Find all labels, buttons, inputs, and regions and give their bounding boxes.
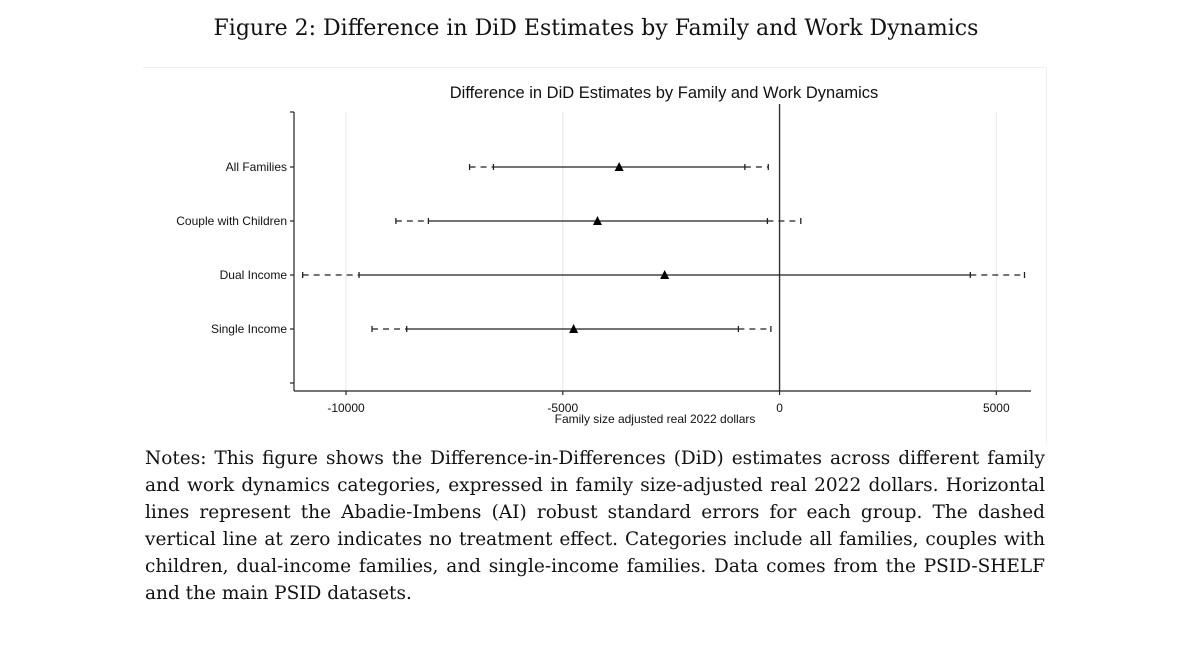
point-estimate-marker [592, 216, 602, 225]
point-estimate-marker [569, 324, 579, 333]
category-row: Single Income [211, 322, 772, 336]
x-tick-label: 5000 [983, 401, 1010, 415]
grid-layer [345, 104, 997, 391]
point-estimate-marker [660, 270, 670, 279]
point-estimate-marker [614, 162, 624, 171]
category-row: Dual Income [220, 268, 1026, 282]
category-label: Single Income [211, 322, 287, 336]
x-axis-label: Family size adjusted real 2022 dollars [555, 412, 756, 426]
axis-layer: -10000 -5000 0 5000 [290, 111, 1031, 415]
figure-notes: Notes: This figure shows the Difference-… [145, 448, 1045, 604]
figure-caption: Figure 2: Difference in DiD Estimates by… [213, 16, 979, 41]
x-tick-label: 0 [776, 401, 783, 415]
category-label: Dual Income [220, 268, 288, 282]
category-label: All Families [226, 160, 287, 174]
series-layer: All Families Couple with Children Dual Inc… [176, 160, 1026, 336]
category-row: Couple with Children [176, 214, 802, 228]
x-tick-label: -10000 [327, 401, 365, 415]
chart-title: Difference in DiD Estimates by Family an… [450, 84, 879, 102]
category-row: All Families [226, 160, 769, 174]
plot-area: Difference in DiD Estimates by Family an… [143, 67, 1047, 444]
did-estimates-chart: Difference in DiD Estimates by Family an… [176, 84, 1031, 426]
category-label: Couple with Children [176, 214, 287, 228]
x-tick-label: -5000 [547, 401, 578, 415]
